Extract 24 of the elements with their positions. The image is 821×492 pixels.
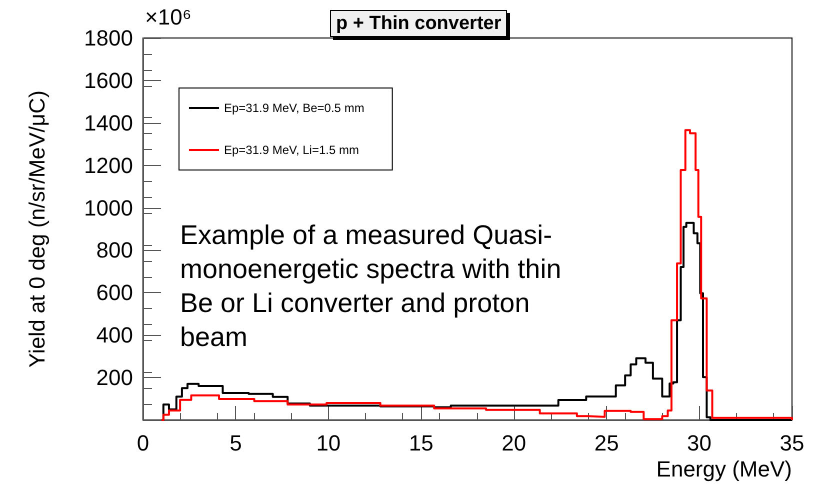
y-tick-label: 1200: [84, 152, 133, 178]
y-tick-label: 200: [96, 365, 133, 390]
x-tick-label: 15: [408, 430, 434, 456]
x-tick-label: 30: [687, 430, 712, 456]
y-tick-label: 800: [96, 238, 133, 263]
x-tick-label: 20: [502, 430, 526, 456]
y-tick-label: 600: [96, 280, 133, 306]
y-tick-label: 1800: [84, 26, 133, 50]
y-tick-label: 1000: [84, 195, 133, 220]
x-tick-label: 10: [316, 430, 341, 456]
x-tick-label: 35: [780, 430, 804, 456]
text: ×10⁶: [145, 4, 192, 30]
legend-label: Ep=31.9 MeV, Be=0.5 mm: [224, 101, 364, 115]
x-tick-label: 0: [136, 430, 150, 456]
x-axis-title: Energy (MeV): [656, 456, 792, 482]
x-tick-label: 5: [230, 430, 242, 456]
legend-label: Ep=31.9 MeV, Li=1.5 mm: [224, 143, 359, 157]
y-tick-label: 1600: [84, 68, 133, 93]
y-axis-title: Yield at 0 deg (n/sr/MeV/μC): [24, 90, 50, 368]
y-tick-label: 1400: [84, 110, 133, 136]
annotation: Example of a measured Quasi- monoenergetic spectra with thin Be or Li converter and proton beam: [180, 220, 562, 352]
y-tick-label: 400: [96, 322, 133, 348]
chart-title: p + Thin converter: [336, 13, 502, 34]
x-tick-label: 25: [594, 430, 619, 456]
